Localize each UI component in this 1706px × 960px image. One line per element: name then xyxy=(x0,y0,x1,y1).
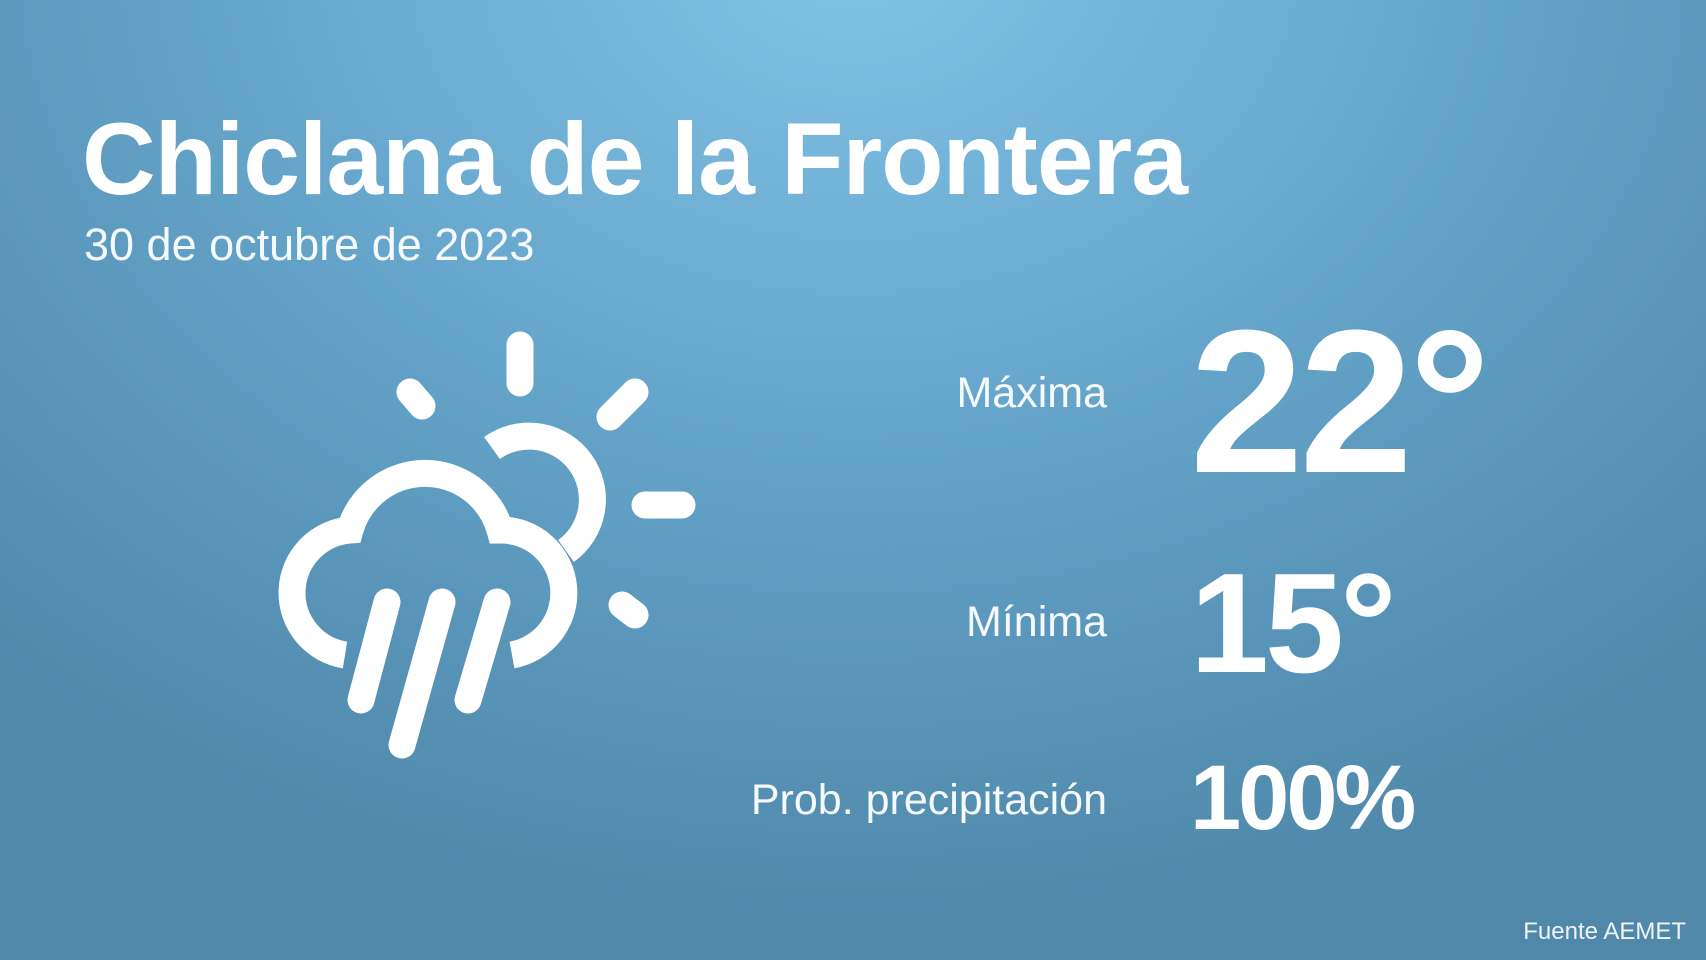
min-temp-label: Mínima xyxy=(966,598,1107,646)
rain-drop xyxy=(454,588,511,714)
precipitation-value: 100% xyxy=(1190,747,1416,849)
min-temp-value: 15° xyxy=(1190,544,1397,703)
cloud-outline xyxy=(278,459,578,669)
sun-ray xyxy=(596,378,649,431)
sun-ray xyxy=(608,591,649,629)
source-credit: Fuente AEMET xyxy=(1523,918,1686,945)
forecast-date: 30 de octubre de 2023 xyxy=(84,219,535,270)
sun-ray xyxy=(396,378,436,420)
max-temp-label: Máxima xyxy=(956,369,1107,417)
sun-arc xyxy=(484,422,606,562)
rain-drop xyxy=(388,588,456,759)
rain-drop xyxy=(347,588,401,714)
location-title: Chiclana de la Frontera xyxy=(82,102,1188,216)
max-temp-value: 22° xyxy=(1190,288,1490,516)
precipitation-label: Prob. precipitación xyxy=(750,776,1107,824)
